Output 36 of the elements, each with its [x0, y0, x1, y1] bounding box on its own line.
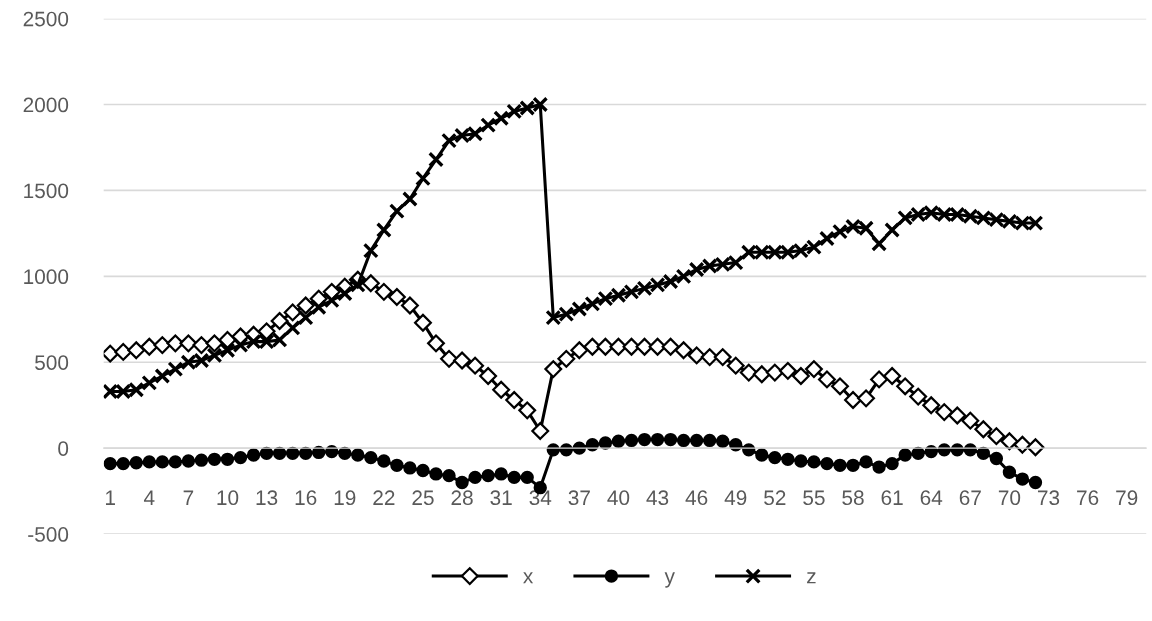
x-tick-label: 49	[724, 490, 747, 506]
y-tick-label: 1000	[24, 269, 69, 285]
y-tick-label: 500	[35, 355, 69, 370]
x-tick-label: 4	[143, 490, 155, 505]
x-tick-label: 61	[881, 490, 903, 506]
x-tick-label: 70	[998, 490, 1021, 506]
legend-label: y	[664, 572, 675, 588]
x-tick-label: 28	[451, 490, 473, 506]
y-tick-label: 2000	[23, 97, 69, 113]
legend-label: x	[523, 572, 534, 584]
y-tick-label: 0	[58, 441, 69, 456]
x-tick-label: 10	[217, 490, 239, 506]
x-tick-label: 7	[183, 490, 194, 505]
legend-label: z	[807, 572, 816, 584]
y-tick-label: 2500	[23, 11, 69, 27]
x-tick-label: 43	[646, 490, 669, 506]
x-tick-label: 58	[842, 490, 864, 506]
x-tick-label: 13	[256, 490, 278, 506]
x-tick-label: 73	[1037, 490, 1060, 506]
x-tick-label: 19	[334, 490, 356, 506]
x-tick-label: 55	[803, 490, 825, 506]
x-tick-label: 1	[105, 490, 115, 505]
x-tick-label: 40	[607, 490, 630, 506]
x-tick-label: 67	[959, 490, 981, 506]
y-tick-label: 1500	[24, 183, 69, 199]
x-tick-label: 52	[764, 490, 786, 506]
x-tick-label: 16	[295, 490, 317, 506]
x-tick-label: 31	[490, 490, 512, 506]
x-tick-label: 79	[1116, 490, 1138, 506]
x-tick-label: 64	[920, 490, 943, 506]
x-tick-label: 37	[568, 490, 590, 506]
y-tick-label: -500	[28, 527, 69, 542]
x-tick-label: 76	[1077, 490, 1099, 506]
x-tick-label: 22	[373, 490, 395, 505]
x-tick-label: 25	[412, 490, 434, 506]
x-tick-label: 46	[685, 490, 708, 506]
